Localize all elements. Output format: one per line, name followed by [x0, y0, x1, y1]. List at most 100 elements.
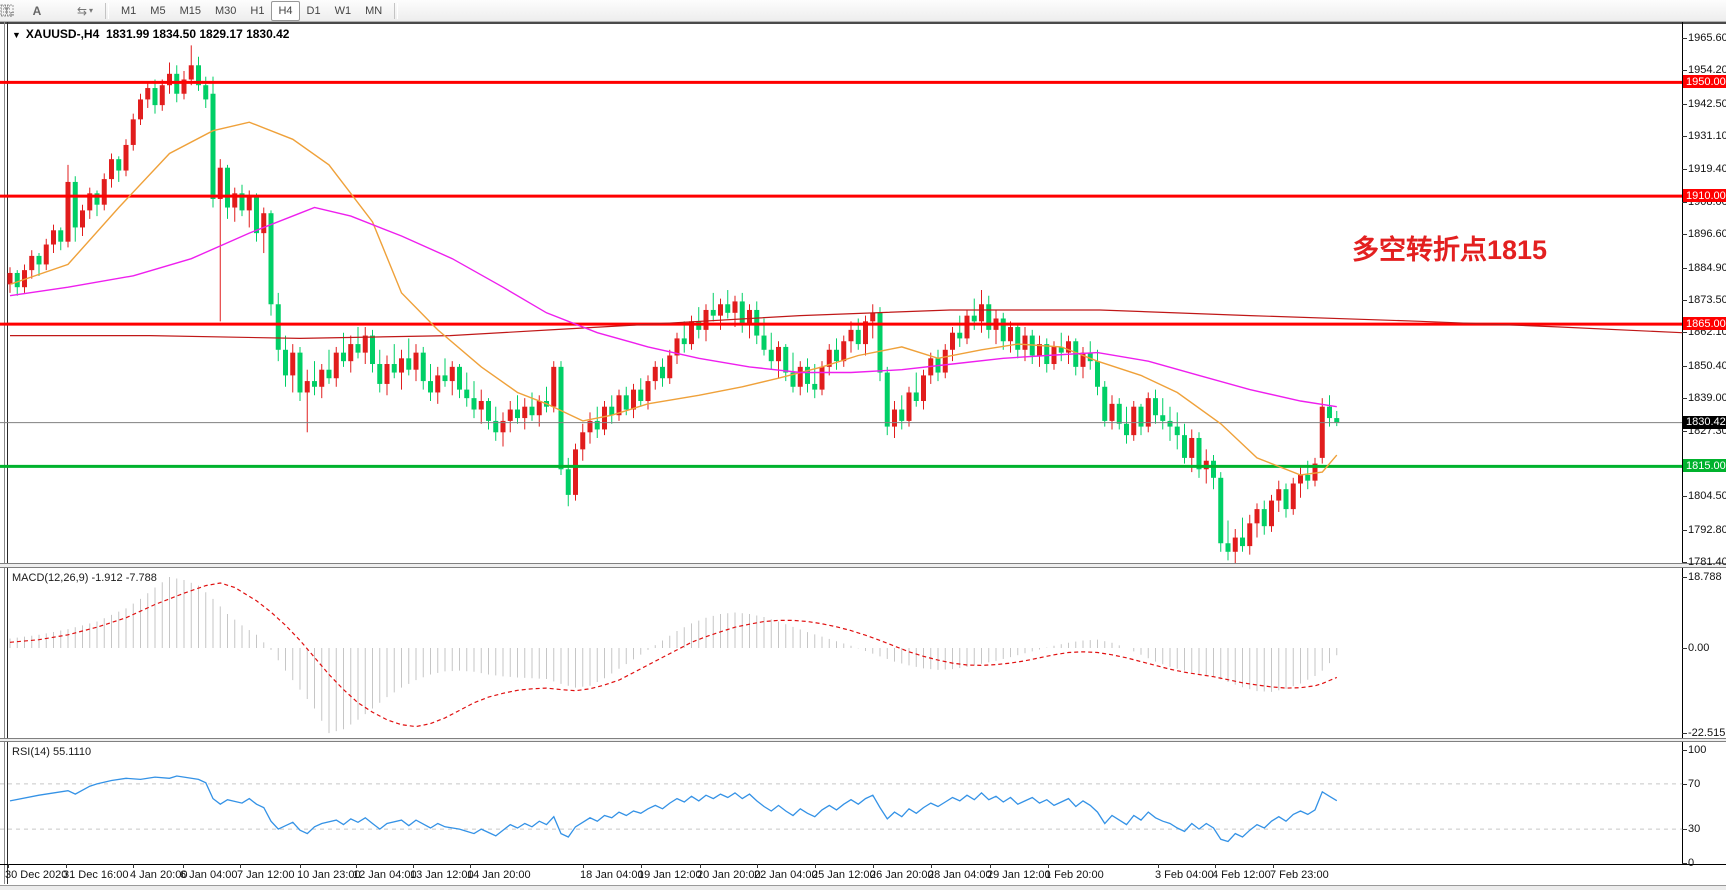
rsi-tick-mark — [1682, 829, 1687, 831]
time-tick-mark — [240, 864, 241, 868]
timeframe-d1-button[interactable]: D1 — [306, 4, 321, 17]
time-tick-label: 18 Jan 04:00 — [580, 869, 644, 881]
chart-area[interactable] — [0, 22, 1726, 890]
price-tick-label: 1896.60 — [1688, 228, 1726, 241]
time-tick-mark — [413, 864, 414, 868]
macd-tick-mark — [1682, 648, 1687, 649]
price-line-badge: 1865.00 — [1683, 317, 1726, 331]
time-tick-mark — [1215, 864, 1216, 868]
price-tick-mark — [1682, 431, 1687, 433]
price-axis-border — [1682, 22, 1683, 865]
price-tick-mark — [1682, 37, 1687, 39]
price-tick-mark — [1682, 70, 1687, 72]
price-tick-label: 1850.40 — [1688, 359, 1726, 372]
time-tick-label: 30 Dec 2020 — [5, 869, 68, 881]
left-window-edge — [4, 22, 5, 884]
toolbar-separator — [394, 2, 399, 19]
rsi-tick-mark — [1682, 783, 1687, 785]
time-tick-mark — [1158, 864, 1159, 868]
price-line-badge: 1815.00 — [1683, 459, 1726, 473]
timeframe-h4-button[interactable]: H4 — [271, 0, 300, 21]
price-line-badge: 1950.00 — [1683, 75, 1726, 89]
time-tick-label: 26 Jan 20:00 — [870, 869, 934, 881]
price-tick-label: 1804.50 — [1688, 490, 1726, 503]
timeframe-w1-button[interactable]: W1 — [334, 4, 352, 17]
objects-arrows-icon[interactable]: ⇆ ▾ — [76, 3, 94, 18]
time-tick-label: 1 Feb 20:00 — [1045, 869, 1104, 881]
text-box-icon[interactable]: T — [0, 2, 70, 20]
price-tick-label: 1839.00 — [1688, 392, 1726, 405]
rsi-tick-label: 70 — [1688, 777, 1701, 790]
left-plot-border — [7, 22, 8, 884]
symbol-label: XAUUSD-,H4 — [25, 27, 100, 41]
price-tick-label: 1919.40 — [1688, 163, 1726, 176]
time-tick-mark — [8, 864, 9, 868]
time-tick-mark — [931, 864, 932, 868]
time-tick-label: 20 Jan 20:00 — [697, 869, 761, 881]
price-tick-mark — [1682, 103, 1687, 105]
rsi-panel[interactable] — [0, 742, 1682, 864]
macd-tick-mark — [1682, 733, 1687, 735]
time-tick-mark — [300, 864, 301, 868]
timeframe-mn-button[interactable]: MN — [365, 4, 383, 17]
toolbar-separator — [105, 2, 109, 19]
timeframe-m15-button[interactable]: M15 — [179, 4, 201, 17]
time-tick-mark — [356, 864, 357, 868]
font-icon[interactable]: A — [32, 3, 42, 18]
price-tick-mark — [1682, 234, 1687, 236]
timeframe-m30-button[interactable]: M30 — [214, 4, 237, 17]
time-tick-label: 13 Jan 12:00 — [410, 869, 474, 881]
time-tick-mark — [757, 864, 758, 868]
time-tick-mark — [66, 864, 67, 868]
price-tick-mark — [1682, 267, 1687, 269]
svg-text:T: T — [4, 6, 10, 16]
macd-tick-label: 0.00 — [1688, 642, 1710, 654]
time-tick-mark — [641, 864, 642, 868]
price-tick-mark — [1682, 529, 1687, 531]
rsi-tick-label: 30 — [1688, 823, 1701, 836]
price-tick-mark — [1682, 398, 1687, 400]
timeframe-m1-button[interactable]: M1 — [121, 4, 137, 17]
time-tick-label: 4 Jan 20:00 — [130, 869, 188, 881]
timeframe-m5-button[interactable]: M5 — [150, 4, 166, 17]
panel-splitter[interactable] — [0, 563, 1726, 568]
time-tick-label: 7 Jan 12:00 — [237, 869, 295, 881]
window-bottom-edge — [0, 885, 1726, 890]
price-tick-label: 1954.20 — [1688, 64, 1726, 77]
time-tick-label: 31 Dec 16:00 — [63, 869, 129, 881]
panel-splitter[interactable] — [0, 738, 1726, 742]
time-tick-mark — [990, 864, 991, 868]
time-tick-mark — [583, 864, 584, 868]
rsi-tick-mark — [1682, 863, 1687, 864]
macd-panel[interactable] — [0, 568, 1682, 738]
time-tick-mark — [700, 864, 701, 868]
timeframe-h1-button[interactable]: H1 — [250, 4, 265, 17]
time-tick-mark — [183, 864, 184, 868]
main-price-panel[interactable] — [0, 25, 1683, 564]
time-tick-label: 25 Jan 12:00 — [812, 869, 876, 881]
macd-tick-label: 18.788 — [1688, 571, 1722, 583]
time-tick-label: 22 Jan 04:00 — [754, 869, 818, 881]
chart-title[interactable]: ▼ XAUUSD-,H4 1831.99 1834.50 1829.17 1830… — [12, 27, 289, 41]
time-tick-mark — [470, 864, 471, 868]
time-tick-mark — [1048, 864, 1049, 868]
time-tick-label: 10 Jan 23:00 — [297, 869, 361, 881]
time-tick-label: 12 Jan 04:00 — [353, 869, 417, 881]
chart-menu-caret-icon[interactable]: ▼ — [12, 30, 21, 40]
price-line-badge: 1830.42 — [1683, 415, 1726, 429]
time-tick-mark — [873, 864, 874, 868]
time-tick-label: 29 Jan 12:00 — [987, 869, 1051, 881]
price-tick-mark — [1682, 201, 1687, 203]
macd-tick-label: -22.515 — [1688, 727, 1726, 740]
time-tick-label: 14 Jan 20:00 — [467, 869, 531, 881]
svg-text:F: F — [10, 12, 14, 19]
rsi-tick-mark — [1682, 750, 1687, 751]
price-tick-label: 1931.10 — [1688, 130, 1726, 143]
rsi-indicator-label: RSI(14) 55.1110 — [12, 746, 92, 758]
time-tick-mark — [1273, 864, 1274, 868]
price-tick-mark — [1682, 496, 1687, 498]
price-tick-label: 1965.60 — [1688, 31, 1726, 44]
price-tick-label: 1792.80 — [1688, 523, 1726, 536]
price-tick-label: 1781.40 — [1688, 556, 1726, 569]
